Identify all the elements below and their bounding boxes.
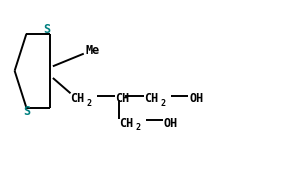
Text: CH: CH xyxy=(119,117,133,130)
Text: CH: CH xyxy=(115,92,129,105)
Text: OH: OH xyxy=(189,92,203,105)
Text: OH: OH xyxy=(163,117,178,130)
Text: Me: Me xyxy=(85,44,99,57)
Text: S: S xyxy=(43,23,50,36)
Text: CH: CH xyxy=(70,92,85,105)
Text: 2: 2 xyxy=(87,99,92,108)
Text: 2: 2 xyxy=(135,123,140,132)
Text: 2: 2 xyxy=(160,99,165,108)
Text: S: S xyxy=(23,105,30,118)
Text: CH: CH xyxy=(144,92,158,105)
